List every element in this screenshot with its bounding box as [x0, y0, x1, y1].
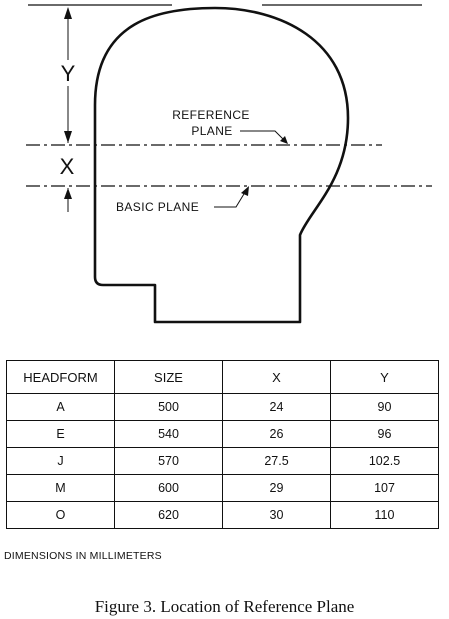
basic-plane-label: BASIC PLANE: [116, 200, 199, 214]
reference-plane-leader: [240, 130, 287, 143]
dimension-x-label: X: [60, 154, 75, 179]
header-y: Y: [330, 360, 439, 394]
cell-x: 26: [222, 420, 331, 448]
cell-x: 29: [222, 474, 331, 502]
figure-caption: Figure 3. Location of Reference Plane: [94, 597, 355, 616]
cell-size: 600: [114, 474, 223, 502]
cell-headform: E: [6, 420, 115, 448]
cell-size: 540: [114, 420, 223, 448]
header-headform: HEADFORM: [6, 360, 115, 394]
table-row: E 540 26 96: [6, 420, 439, 448]
cell-x: 30: [222, 501, 331, 529]
reference-plane-label-line1: REFERENCE: [172, 108, 250, 122]
table-row: O 620 30 110: [6, 501, 439, 529]
reference-plane-label-line2: PLANE: [191, 124, 232, 138]
table-header-row: HEADFORM SIZE X Y: [6, 360, 439, 394]
cell-headform: A: [6, 393, 115, 421]
table-row: J 570 27.5 102.5: [6, 447, 439, 475]
cell-size: 500: [114, 393, 223, 421]
cell-y: 96: [330, 420, 439, 448]
units-note: DIMENSIONS IN MILLIMETERS: [4, 550, 162, 562]
basic-plane-arrowhead: [241, 186, 249, 196]
headform-table: HEADFORM SIZE X Y A 500 24 90 E 540 26 9…: [6, 360, 439, 529]
table-row: A 500 24 90: [6, 393, 439, 421]
cell-size: 570: [114, 447, 223, 475]
cell-headform: M: [6, 474, 115, 502]
head-outline: [93, 6, 350, 324]
cell-headform: J: [6, 447, 115, 475]
header-x: X: [222, 360, 331, 394]
y-arrow-bottom: [64, 131, 72, 143]
headform-diagram: Y X REFERENCE PLANE BASIC PLANE: [26, 4, 432, 324]
x-arrow-up: [64, 188, 72, 199]
table-row: M 600 29 107: [6, 474, 439, 502]
cell-headform: O: [6, 501, 115, 529]
cell-x: 24: [222, 393, 331, 421]
reference-plane-arrowhead: [280, 136, 288, 144]
cell-y: 107: [330, 474, 439, 502]
cell-y: 102.5: [330, 447, 439, 475]
header-size: SIZE: [114, 360, 223, 394]
cell-y: 90: [330, 393, 439, 421]
cell-size: 620: [114, 501, 223, 529]
dimension-y-label: Y: [61, 61, 76, 86]
cell-y: 110: [330, 501, 439, 529]
cell-x: 27.5: [222, 447, 331, 475]
y-arrow-top: [64, 7, 72, 19]
basic-plane-leader: [214, 188, 248, 208]
